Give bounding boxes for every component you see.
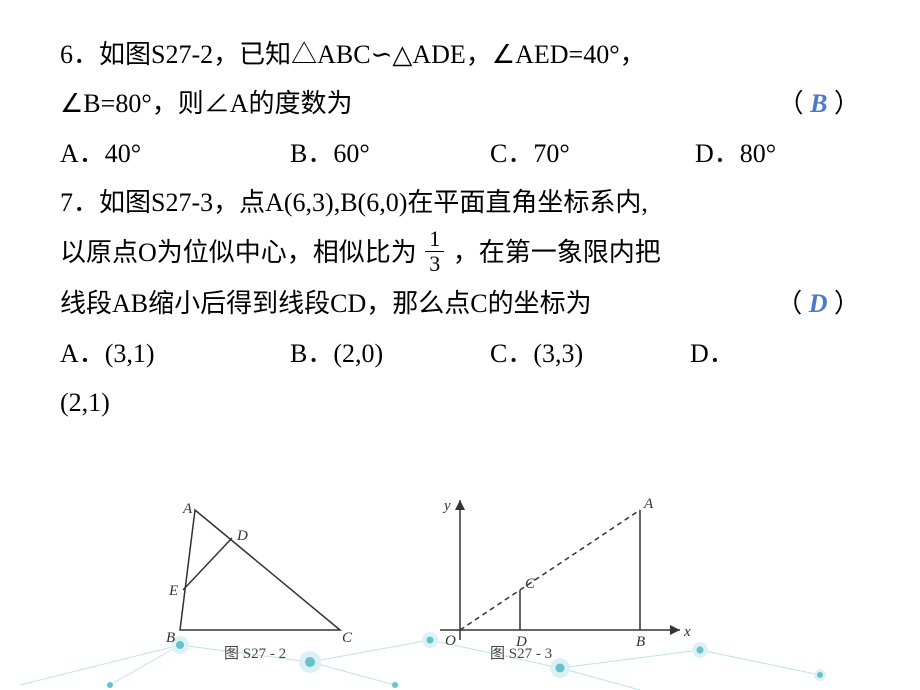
q7-opt-d-label: D． (690, 329, 735, 378)
q6-paren-open: （ (778, 89, 804, 118)
svg-text:图 S27 - 3: 图 S27 - 3 (490, 645, 552, 662)
q6-line1: 6．如图S27-2，已知△ABC∽△ADE，∠AED=40°， (60, 30, 860, 79)
svg-text:B: B (636, 634, 645, 650)
diagram-s27-3: O x y A B C D 图 S27 - 3 (440, 496, 691, 662)
frac-den: 3 (425, 252, 444, 276)
q7-paren-open: （ (776, 289, 802, 318)
svg-text:C: C (342, 630, 353, 646)
q7-answer: D (809, 289, 828, 318)
svg-text:D: D (236, 528, 248, 544)
q7-opt-a: A．(3,1) (60, 329, 290, 378)
frac-num: 1 (425, 227, 444, 252)
q7-line1: 7．如图S27-3，点A(6,3),B(6,0)在平面直角坐标系内, (60, 178, 860, 227)
fraction-one-third: 13 (425, 227, 444, 276)
diagrams-svg: A B C D E 图 S27 - 2 O x y A B C D 图 S27 … (0, 490, 920, 690)
svg-text:E: E (168, 583, 178, 599)
q6-line2-text: ∠B=80°，则∠A的度数为 (60, 79, 353, 128)
q6-answer: B (810, 89, 827, 118)
q6-opt-d: D．80° (695, 129, 776, 178)
q7-line2: 以原点O为位似中心，相似比为 13 ，在第一象限内把 (60, 228, 860, 280)
svg-text:A: A (643, 496, 654, 512)
q7-paren-close: ） (834, 289, 860, 318)
svg-text:图 S27 - 2: 图 S27 - 2 (224, 645, 286, 662)
q6-opt-b: B．60° (290, 129, 490, 178)
q7-line2-pre: 以原点O为位似中心，相似比为 (60, 238, 423, 267)
q7-line3: 线段AB缩小后得到线段CD，那么点C的坐标为 （ D ） (60, 279, 860, 328)
svg-text:x: x (683, 624, 691, 640)
q7-answer-wrap: （ D ） (776, 279, 860, 328)
diagram-s27-2: A B C D E 图 S27 - 2 (166, 501, 353, 662)
q7-line2-post: ，在第一象限内把 (446, 238, 661, 267)
q7-opt-b: B．(2,0) (290, 329, 490, 378)
q7-opt-d-value: (2,1) (60, 378, 860, 427)
svg-text:A: A (182, 501, 193, 517)
bg-network (20, 632, 826, 690)
q7-opt-c: C．(3,3) (490, 329, 690, 378)
q6-answer-wrap: （ B ） (778, 79, 860, 128)
q7-options: A．(3,1) B．(2,0) C．(3,3) D． (60, 329, 860, 378)
q6-opt-c: C．70° (490, 129, 695, 178)
svg-text:B: B (166, 630, 175, 646)
q6-options: A．40° B．60° C．70° D．80° (60, 129, 860, 178)
svg-text:y: y (442, 498, 451, 514)
svg-text:C: C (525, 576, 536, 592)
svg-text:O: O (445, 633, 456, 649)
q6-opt-a: A．40° (60, 129, 290, 178)
q7-line3-text: 线段AB缩小后得到线段CD，那么点C的坐标为 (60, 279, 592, 328)
q6-paren-close: ） (834, 89, 860, 118)
q6-line2: ∠B=80°，则∠A的度数为 （ B ） (60, 79, 860, 128)
